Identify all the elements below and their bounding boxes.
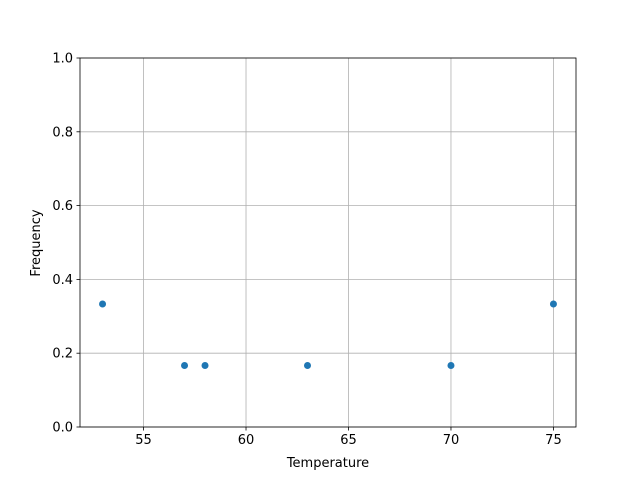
data-points bbox=[99, 300, 557, 369]
x-tick-label: 75 bbox=[545, 433, 562, 448]
ticks: 55 60 65 70 75 0.0 0.2 0.4 0.6 0.8 1.0 bbox=[52, 52, 561, 449]
x-tick-label: 70 bbox=[443, 433, 460, 448]
y-tick-label: 1.0 bbox=[52, 52, 73, 67]
y-tick-label: 0.8 bbox=[52, 125, 73, 140]
y-tick-label: 0.0 bbox=[52, 421, 73, 436]
y-tick-label: 0.4 bbox=[52, 273, 73, 288]
data-point bbox=[201, 361, 209, 369]
x-tick-label: 65 bbox=[340, 433, 357, 448]
data-point bbox=[181, 361, 189, 369]
data-point bbox=[304, 361, 312, 369]
grid bbox=[80, 57, 576, 428]
x-axis-label: Temperature bbox=[286, 456, 369, 471]
y-tick-label: 0.2 bbox=[52, 347, 73, 362]
plot-frame bbox=[79, 57, 577, 428]
data-point bbox=[99, 300, 107, 308]
y-tick-label: 0.6 bbox=[52, 199, 73, 214]
x-tick-label: 55 bbox=[135, 433, 152, 448]
y-axis-label: Frequency bbox=[29, 209, 44, 276]
data-point bbox=[447, 361, 455, 369]
x-tick-label: 60 bbox=[238, 433, 255, 448]
data-point bbox=[549, 300, 557, 308]
